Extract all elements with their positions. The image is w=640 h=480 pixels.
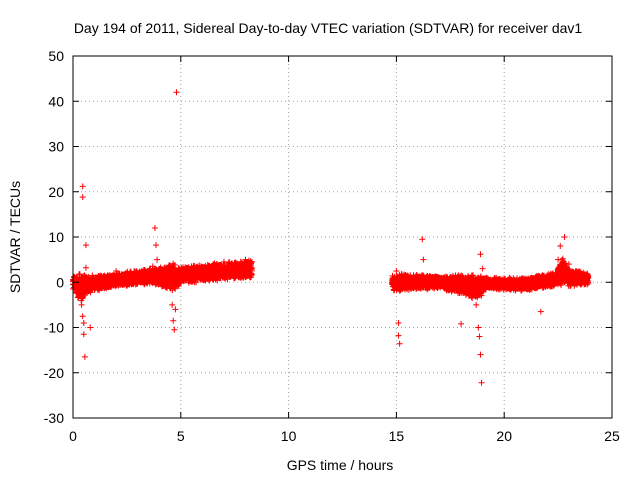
data-point [151,224,158,231]
data-point-band [193,279,200,286]
data-point [172,306,179,313]
data-point [169,301,176,308]
x-tick-label: 25 [604,428,620,444]
data-point [396,340,403,347]
data-point [79,313,86,320]
data-point [80,331,87,338]
x-axis-title: GPS time / hours [287,457,394,473]
x-tick-label: 5 [177,428,185,444]
data-point [170,317,177,324]
data-point [477,251,484,258]
data-point [479,265,486,272]
x-tick-label: 15 [389,428,405,444]
data-point-band [248,267,255,274]
data-point [78,301,85,308]
data-point-band [171,261,178,268]
data-point [154,256,161,263]
data-point [82,242,89,249]
data-point [475,324,482,331]
x-tick-label: 0 [69,428,77,444]
data-point [561,234,568,240]
data-point [393,267,400,274]
y-tick-label: 30 [48,139,64,155]
data-point [395,332,402,339]
data-point [173,89,180,96]
data-point [537,308,544,315]
grid [73,56,612,418]
data-point [420,256,427,263]
data-point [82,264,89,271]
data-point-band [87,289,94,296]
y-tick-label: 0 [56,274,64,290]
chart-title: Day 194 of 2011, Sidereal Day-to-day VTE… [74,20,583,36]
data-point [153,242,160,249]
data-point [80,319,87,326]
x-tick-label: 20 [496,428,512,444]
data-point [79,194,86,201]
data-point [171,326,178,333]
data-point [476,333,483,340]
data-point [477,351,484,358]
y-axis-title: SDTVAR / TECUs [7,181,23,293]
data-point [419,236,426,243]
y-tick-label: -10 [44,320,64,336]
data-point [473,301,480,308]
data-point [81,353,88,360]
y-tick-label: 50 [48,48,64,64]
ticks: -30 -20 -10 0 10 20 30 40 50 0 5 10 15 20 25 [44,48,620,444]
data-points [70,89,592,386]
y-tick-label: -30 [44,410,64,426]
data-point [87,324,94,331]
x-tick-label: 10 [281,428,297,444]
data-point [478,379,485,386]
y-tick-label: 10 [48,229,64,245]
data-point [79,183,86,190]
data-point [557,243,564,250]
y-tick-label: 40 [48,93,64,109]
data-point [458,320,465,327]
y-tick-label: 20 [48,184,64,200]
y-tick-label: -20 [44,365,64,381]
data-point-band [237,258,244,265]
